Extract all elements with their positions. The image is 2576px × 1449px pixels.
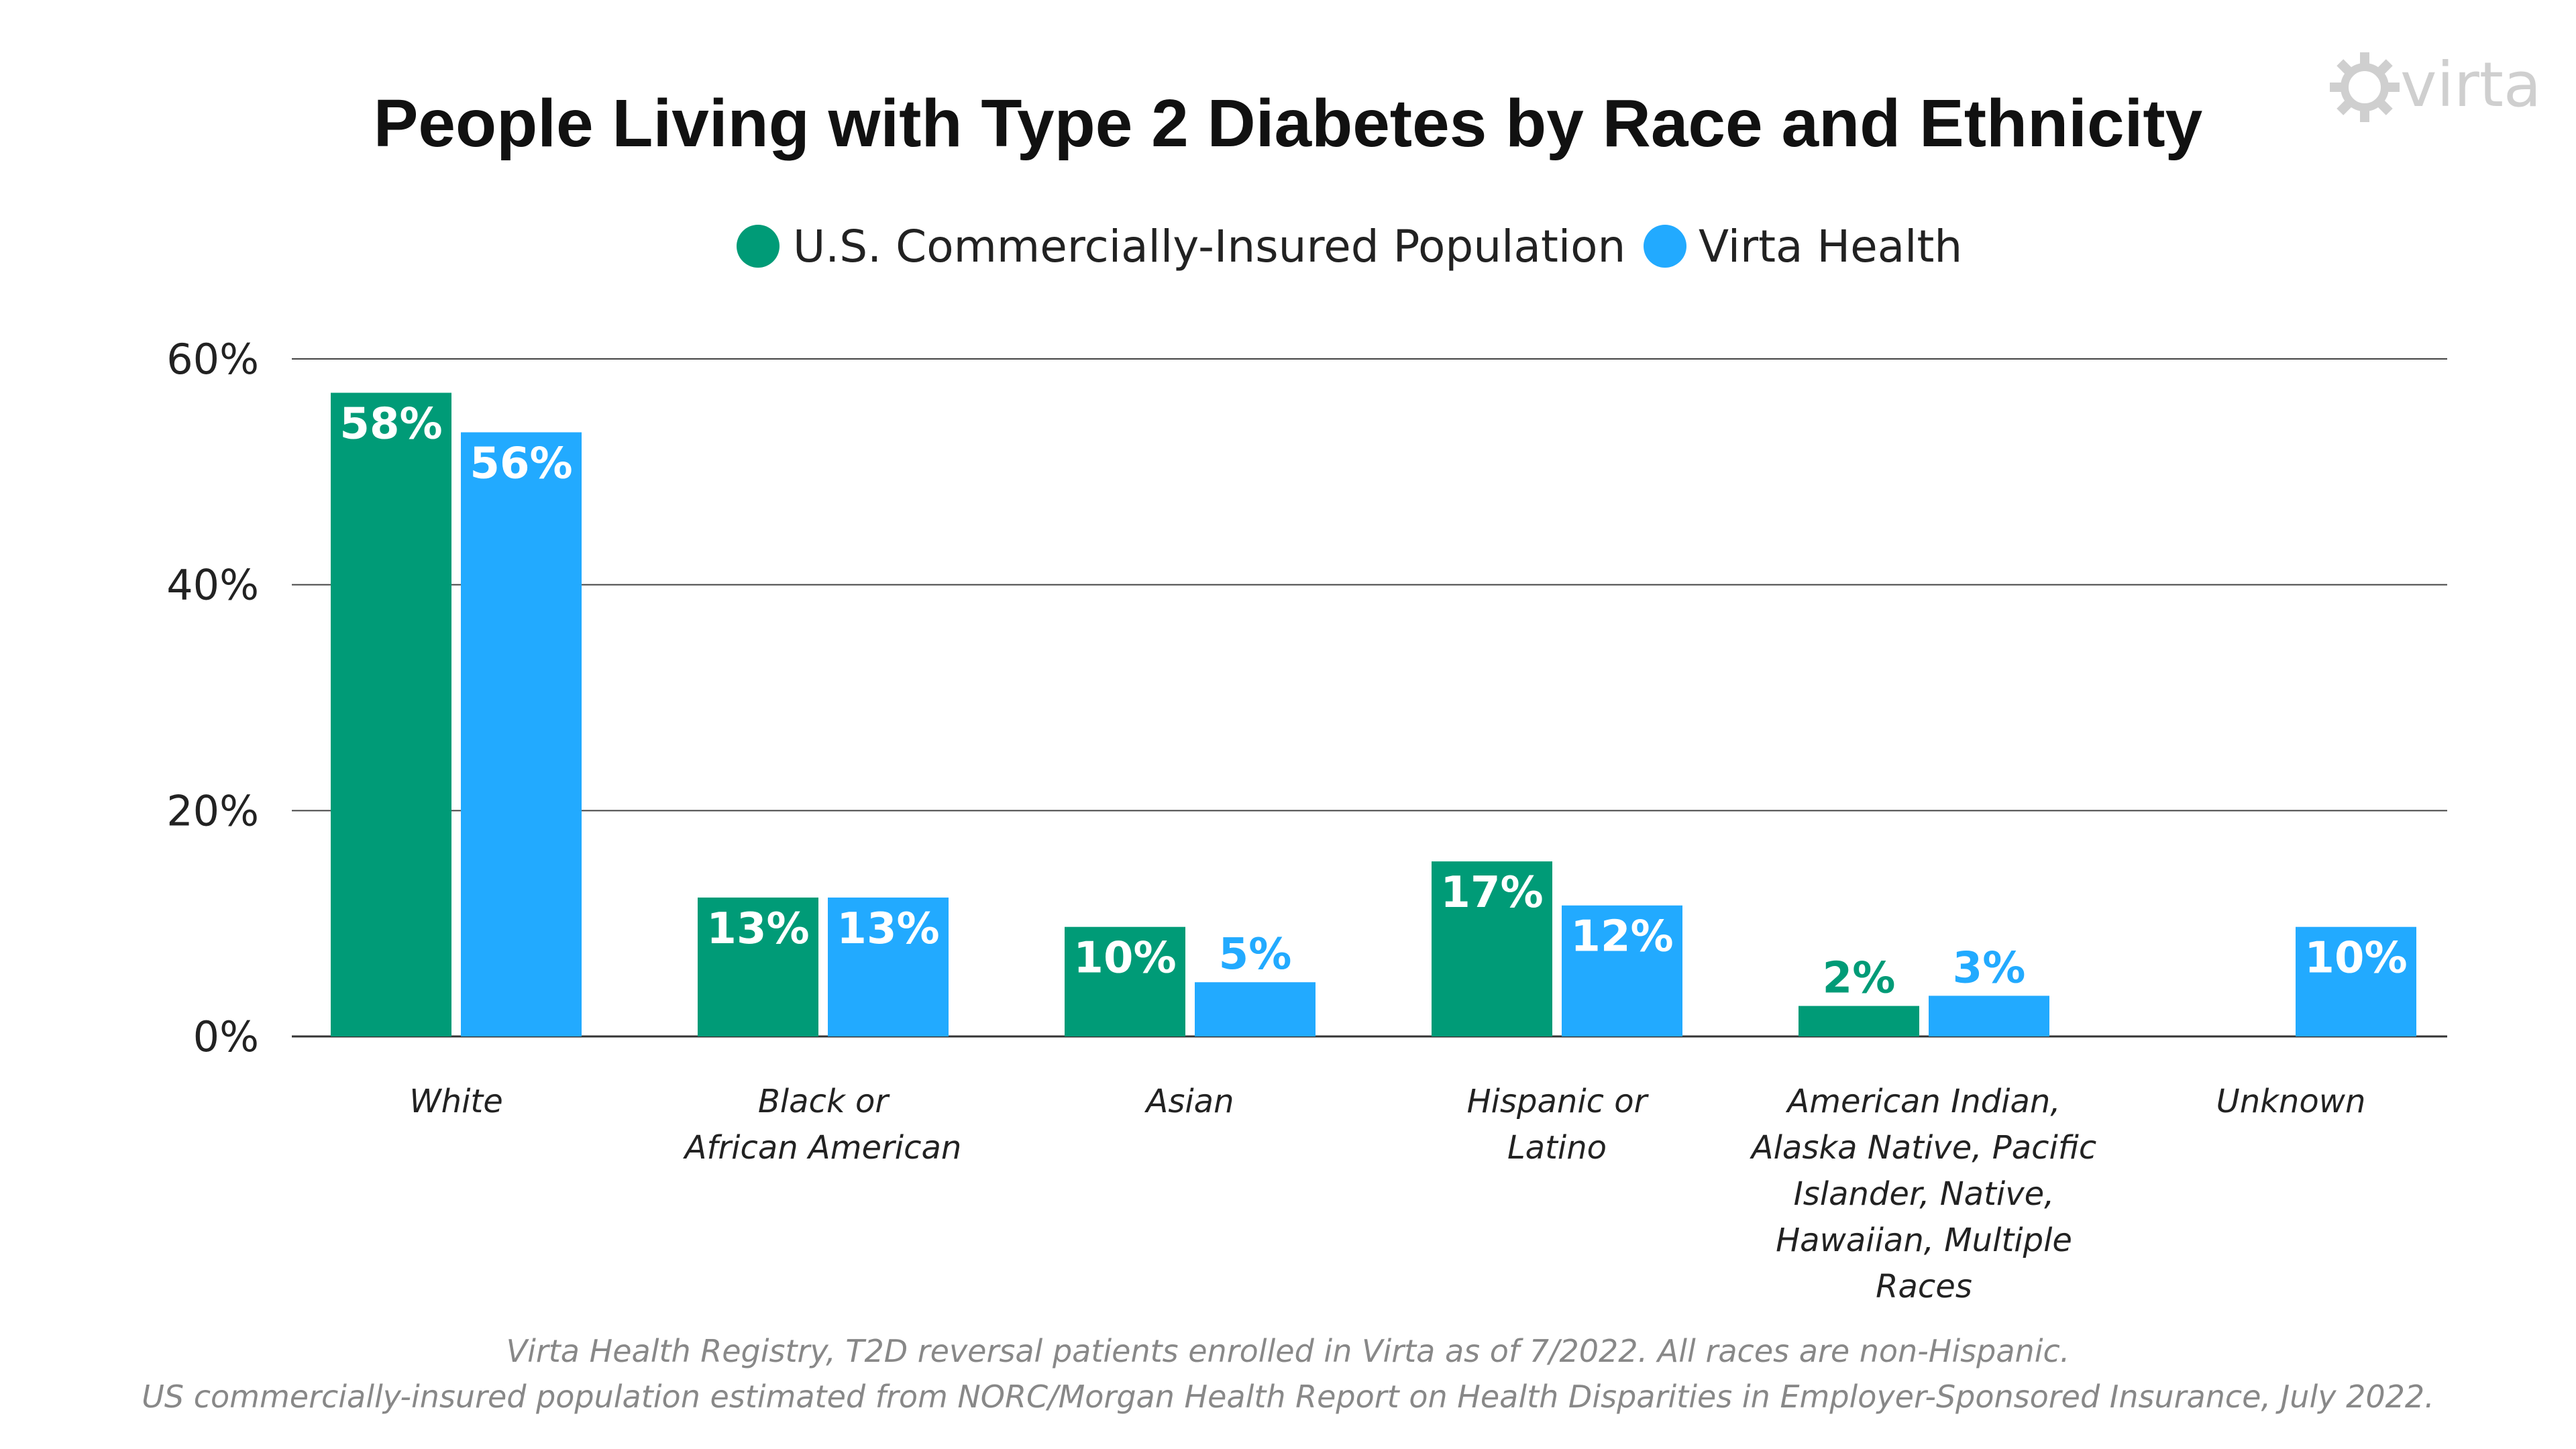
- bar: [461, 432, 582, 1036]
- bar: [1799, 1006, 1919, 1036]
- bar: [1195, 982, 1316, 1036]
- legend-swatch-commercial: [737, 225, 780, 268]
- data-label: 10%: [2304, 934, 2407, 983]
- x-tick-label: Black or African American: [683, 1083, 962, 1167]
- data-label: 2%: [1823, 954, 1896, 1004]
- y-tick-label: 60%: [166, 335, 259, 384]
- x-tick-label-line: Hispanic or: [1467, 1083, 1650, 1120]
- data-label: 5%: [1219, 930, 1292, 979]
- data-label: 12%: [1570, 912, 1673, 962]
- data-label: 13%: [706, 904, 809, 954]
- y-tick-label: 20%: [166, 786, 259, 835]
- virta-gear-icon: [2330, 52, 2400, 122]
- x-tick-label: Hispanic or Latino: [1467, 1083, 1650, 1167]
- logo-text: virta: [2400, 49, 2541, 121]
- x-tick-label-line: Black or: [758, 1083, 890, 1120]
- legend-item-commercial[interactable]: U.S. Commercially-Insured Population: [737, 221, 1625, 272]
- footnote-1: Virta Health Registry, T2D reversal pati…: [506, 1333, 2070, 1369]
- data-label: 58%: [339, 400, 442, 449]
- legend-swatch-virta: [1644, 225, 1686, 268]
- data-label: 56%: [470, 439, 572, 488]
- x-tick-label-line: Islander, Native,: [1794, 1175, 2055, 1213]
- bar: [1929, 996, 2049, 1036]
- bar: [331, 392, 451, 1036]
- data-label: 13%: [837, 904, 939, 954]
- legend: U.S. Commercially-Insured Population Vir…: [737, 221, 1962, 272]
- bar: [1432, 861, 1552, 1036]
- data-label: 3%: [1953, 943, 2026, 993]
- x-tick-label-line: African American: [683, 1129, 962, 1167]
- x-tick-label: American Indian, Alaska Native, Pacific Is…: [1750, 1083, 2096, 1305]
- y-tick-label: 40%: [166, 561, 259, 610]
- chart-title: People Living with Type 2 Diabetes by Ra…: [374, 86, 2203, 161]
- bar: [698, 897, 818, 1036]
- bar: [2296, 926, 2416, 1036]
- legend-label-commercial: U.S. Commercially-Insured Population: [793, 221, 1625, 272]
- x-tick-label: White: [409, 1083, 503, 1120]
- logo: virta: [2330, 49, 2541, 122]
- x-tick-label-line: Unknown: [2216, 1083, 2366, 1120]
- bar: [828, 897, 949, 1036]
- x-tick-label-line: White: [409, 1083, 503, 1120]
- plot-area: 0% 20% 40% 60% 58% 56% White 13% 13% Black or Afri…: [166, 335, 2447, 1305]
- x-tick-label: Asian: [1144, 1083, 1234, 1120]
- x-tick-label-line: Asian: [1144, 1083, 1234, 1120]
- x-tick-label-line: American Indian,: [1785, 1083, 2060, 1120]
- bar: [1065, 926, 1185, 1036]
- legend-item-virta[interactable]: Virta Health: [1644, 221, 1962, 272]
- data-label: 10%: [1073, 934, 1176, 983]
- x-tick-label: Unknown: [2216, 1083, 2366, 1120]
- x-tick-label-line: Latino: [1507, 1129, 1607, 1167]
- footnote-2: US commercially-insured population estim…: [142, 1379, 2434, 1415]
- y-tick-label: 0%: [193, 1012, 259, 1061]
- data-label: 17%: [1440, 868, 1543, 918]
- legend-label-virta: Virta Health: [1699, 221, 1962, 272]
- bar: [1562, 905, 1682, 1036]
- x-tick-label-line: Races: [1876, 1268, 1972, 1305]
- x-tick-label-line: Hawaiian, Multiple: [1776, 1222, 2072, 1259]
- x-tick-label-line: Alaska Native, Pacific: [1750, 1129, 2096, 1167]
